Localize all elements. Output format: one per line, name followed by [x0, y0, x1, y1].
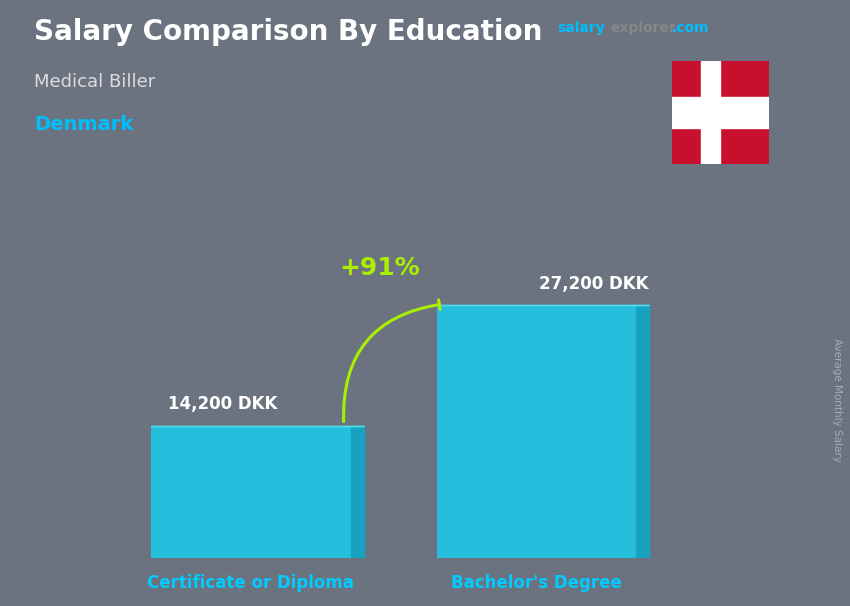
Polygon shape — [351, 426, 364, 558]
Bar — [672, 96, 769, 128]
Text: Medical Biller: Medical Biller — [34, 73, 156, 91]
Text: Salary Comparison By Education: Salary Comparison By Education — [34, 18, 542, 46]
Bar — [700, 61, 720, 164]
Text: Average Monthly Salary: Average Monthly Salary — [832, 338, 842, 462]
Text: Denmark: Denmark — [34, 115, 133, 134]
Polygon shape — [637, 305, 649, 558]
Text: +91%: +91% — [339, 256, 420, 279]
Bar — [151, 426, 351, 558]
Bar — [437, 305, 637, 558]
Text: .com: .com — [672, 21, 709, 35]
Text: 27,200 DKK: 27,200 DKK — [539, 275, 649, 293]
Text: salary: salary — [557, 21, 604, 35]
Text: 14,200 DKK: 14,200 DKK — [167, 395, 277, 413]
Text: explorer: explorer — [610, 21, 676, 35]
